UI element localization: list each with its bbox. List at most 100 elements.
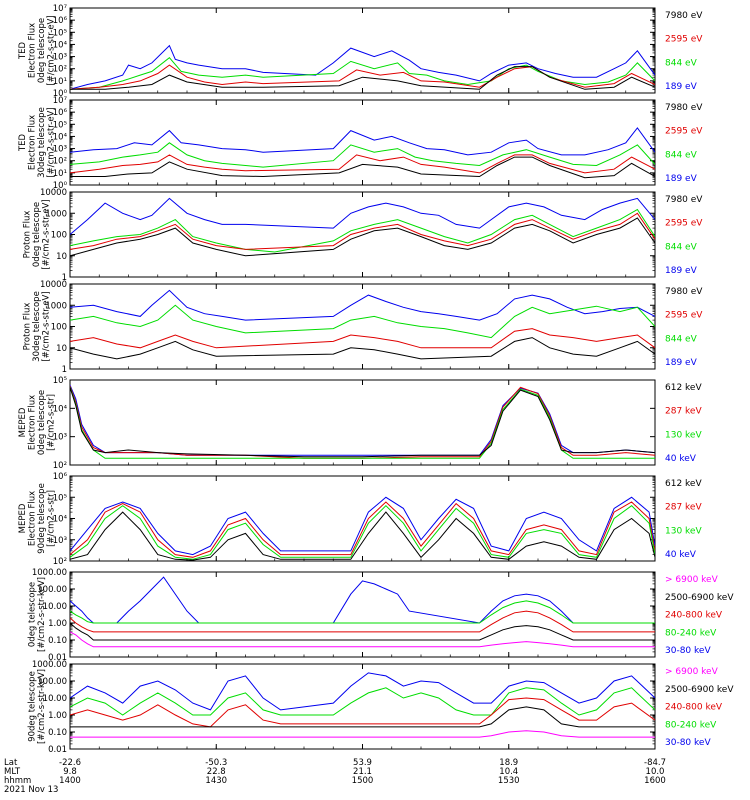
legend-entry: 130 keV — [665, 526, 702, 536]
series-line-green — [70, 142, 655, 168]
footer-row-label: 2021 Nov 13 — [4, 785, 58, 795]
y-tick-label: 10³ — [53, 536, 67, 546]
legend-entry: 240-800 keV — [665, 611, 723, 621]
legend-entry: > 6900 keV — [665, 575, 719, 585]
y-tick-label: 1000 — [45, 209, 67, 219]
series-line-blue — [70, 576, 655, 624]
series-group — [70, 127, 655, 179]
y-tick-label: 100.00 — [37, 677, 67, 687]
series-line-red — [70, 212, 655, 250]
legend-entry: 7980 eV — [665, 287, 703, 297]
series-line-red — [70, 328, 655, 349]
series-line-black — [70, 156, 655, 179]
y-tick-label: 100 — [51, 231, 67, 241]
y-tick-label: 10⁶ — [53, 16, 68, 26]
y-axis-label-line: TED — [18, 133, 28, 152]
footer-lat-value: 53.9 — [353, 758, 372, 768]
legend-entry: 844 eV — [665, 334, 698, 344]
series-line-red — [70, 154, 655, 174]
series-line-blue — [70, 44, 655, 90]
series-line-green — [70, 208, 655, 253]
y-axis-label: Proton Flux30deg telescope[#/cm2-s-str-e… — [23, 291, 52, 362]
y-tick-label: 10⁷ — [53, 96, 68, 106]
y-axis-label: TEDElectron Flux0deg telescope[#/cm2-s-s… — [18, 15, 57, 85]
footer-time-value: 1530 — [498, 776, 520, 786]
footer-mlt-value: 9.8 — [63, 767, 77, 777]
y-tick-label: 10² — [53, 557, 67, 567]
series-line-red — [70, 501, 655, 558]
y-axis-label: 0deg telescope[#/cm2-s-str-keV] — [27, 577, 47, 652]
y-tick-label: 1 — [62, 365, 67, 375]
y-axis-label-line: 0deg telescope — [32, 202, 42, 267]
series-line-magenta — [70, 730, 655, 738]
legend-entry: 844 eV — [665, 242, 698, 252]
legend-entry: 612 keV — [665, 479, 702, 489]
y-tick-label: 10⁰ — [53, 89, 68, 99]
legend-entry: 189 eV — [665, 174, 698, 184]
legend-entry: 2595 eV — [665, 311, 703, 321]
y-axis-label-line: [#/cm2-s-str-eV] — [42, 291, 52, 361]
series-line-black — [70, 706, 655, 728]
y-axis-label-line: 90deg telescope — [37, 483, 47, 554]
y-tick-label: 100.00 — [37, 585, 67, 595]
series-line-blue — [70, 197, 655, 235]
y-axis-label-line: 90deg telescope — [27, 671, 37, 742]
y-axis-label-line: [#/cm2-s-str-eV] — [46, 107, 56, 177]
y-axis-label-line: Electron Flux — [27, 395, 37, 450]
y-axis-label-line: [#/cm2-s-str-eV] — [46, 15, 56, 85]
legend-entry: 2595 eV — [665, 219, 703, 229]
y-tick-label: 10³ — [53, 433, 67, 443]
series-group — [70, 197, 655, 257]
series-group — [70, 672, 655, 738]
footer-lat-value: -50.3 — [205, 758, 227, 768]
y-axis-label-line: [#/cm2-s-str-keV] — [37, 669, 47, 744]
y-tick-label: 0.01 — [48, 653, 67, 663]
y-tick-label: 10⁴ — [53, 515, 68, 525]
series-line-green — [70, 386, 655, 459]
y-tick-label: 10⁶ — [53, 472, 68, 482]
legend-entry: 7980 eV — [665, 11, 703, 21]
y-axis-label-line: 0deg telescope — [37, 390, 47, 455]
footer-lat-value: -22.6 — [59, 758, 81, 768]
y-tick-label: 10⁵ — [53, 120, 67, 130]
series-line-red — [70, 610, 655, 633]
legend-entry: 2595 eV — [665, 35, 703, 45]
series-line-black — [70, 217, 655, 257]
legend-entry: 40 keV — [665, 550, 697, 560]
legend-entry: 287 keV — [665, 503, 702, 513]
y-axis-label-line: [#/cm2-s-str-keV] — [37, 577, 47, 652]
series-line-blue — [70, 672, 655, 711]
series-line-black — [70, 337, 655, 360]
series-line-black — [70, 66, 655, 90]
panel-frame — [69, 571, 656, 658]
series-line-green — [70, 600, 655, 624]
legend-entry: 30-80 keV — [665, 738, 711, 748]
legend-entry: 40 keV — [665, 454, 697, 464]
footer-time-value: 1500 — [352, 776, 374, 786]
y-tick-label: 10⁵ — [53, 28, 67, 38]
y-axis-label: MEPEDElectron Flux0deg telescope[#/cm2-s… — [18, 390, 57, 455]
y-axis-label-line: MEPED — [18, 407, 28, 437]
y-tick-label: 1000 — [45, 301, 67, 311]
panel-frame — [69, 99, 656, 186]
panel-frame — [69, 283, 656, 370]
y-tick-label: 1000.00 — [32, 568, 67, 578]
legend-entry: 2500-6900 keV — [665, 593, 734, 603]
y-tick-label: 10⁶ — [53, 108, 68, 118]
legend-entry: > 6900 keV — [665, 667, 719, 677]
footer-row-label: MLT — [4, 767, 21, 777]
series-line-red — [70, 697, 655, 728]
legend-entry: 189 eV — [665, 82, 698, 92]
y-tick-label: 10² — [53, 461, 67, 471]
legend-entry: 7980 eV — [665, 195, 703, 205]
y-tick-label: 10.00 — [43, 694, 67, 704]
footer-mlt-value: 21.1 — [353, 767, 372, 777]
y-axis-label-line: [#/cm2-s-str-eV] — [42, 199, 52, 269]
